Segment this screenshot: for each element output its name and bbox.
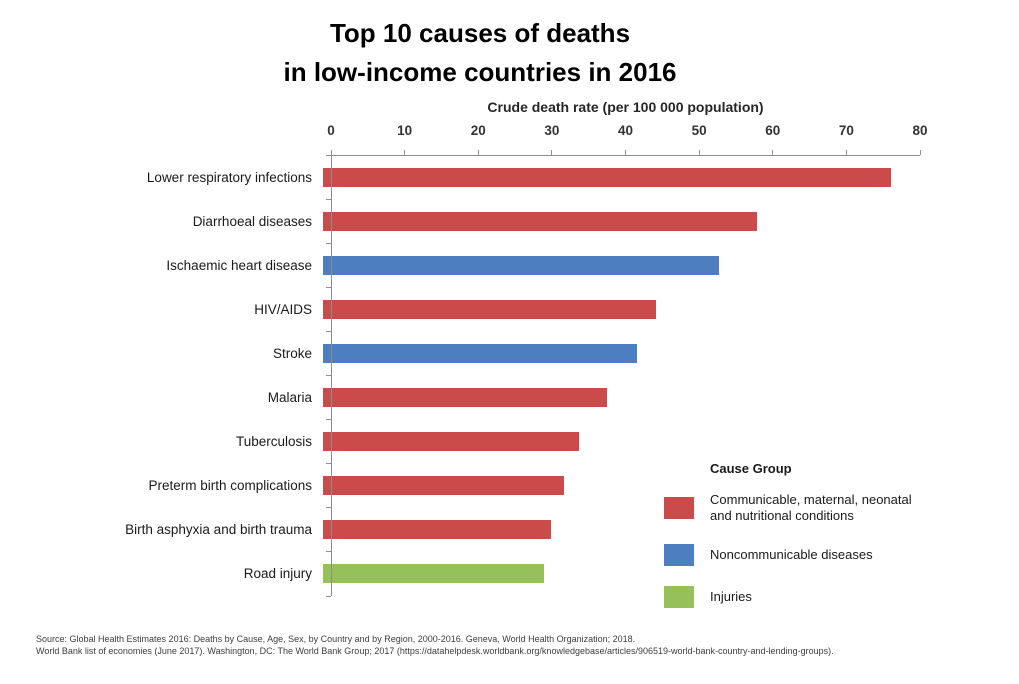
y-tick-mark: [326, 286, 331, 288]
legend-entry-injuries: Injuries: [664, 586, 994, 608]
x-axis-title: Crude death rate (per 100 000 population…: [487, 99, 764, 115]
bar: [323, 388, 608, 408]
category-label: Preterm birth complications: [148, 478, 312, 494]
plot-area: Lower respiratory infections Diarrhoeal d…: [0, 150, 921, 597]
bar-track: [322, 432, 920, 452]
category-label: Diarrhoeal diseases: [192, 213, 312, 229]
bar-row: Tuberculosis: [0, 420, 920, 464]
y-axis-line: [331, 155, 332, 596]
x-tick-mark: [845, 150, 847, 155]
category-label: Road injury: [243, 566, 312, 582]
legend-label-communicable: Communicable, maternal, neonatal and nut…: [710, 492, 912, 524]
y-tick-mark: [326, 154, 331, 156]
y-axis-tick-marks: [326, 154, 331, 597]
category-label: Tuberculosis: [235, 434, 312, 450]
x-tick-label: 0: [327, 123, 335, 138]
bar-row: HIV/AIDS: [0, 287, 920, 331]
bar-track: [322, 255, 920, 275]
bar: [323, 343, 637, 363]
legend-title: Cause Group: [710, 461, 792, 476]
x-axis-tick-marks: [330, 150, 921, 155]
y-tick-mark: [326, 551, 331, 553]
category-label: Malaria: [267, 390, 312, 406]
bar-row: Lower respiratory infections: [0, 155, 920, 199]
x-tick-mark: [551, 150, 553, 155]
chart-title-line-2: in low-income countries in 2016: [283, 57, 677, 87]
legend-entry-noncommunicable: Noncommunicable diseases: [664, 544, 994, 566]
y-tick-mark: [326, 198, 331, 200]
bar: [323, 432, 580, 452]
chart-title: Top 10 causes of deaths in low-income co…: [0, 14, 960, 92]
x-tick-label: 50: [691, 123, 707, 138]
bar-rows: Lower respiratory infections Diarrhoeal d…: [0, 155, 920, 596]
bar-track: [322, 476, 920, 496]
x-tick-mark: [698, 150, 700, 155]
x-tick-label: 70: [838, 123, 854, 138]
x-tick-mark: [477, 150, 479, 155]
x-axis-tick-labels: 0 10 20 30 40 50 60 70 80: [327, 123, 927, 141]
bar: [323, 167, 892, 187]
legend-swatch-communicable: [664, 497, 694, 519]
legend-swatch-noncommunicable: [664, 544, 694, 566]
bar-track: [322, 299, 920, 319]
x-tick-mark: [330, 150, 332, 155]
bar-track: [322, 564, 920, 584]
y-tick-mark: [326, 419, 331, 421]
bar-track: [322, 211, 920, 231]
bar: [323, 255, 720, 275]
x-tick-label: 10: [397, 123, 413, 138]
bar: [323, 520, 551, 540]
legend-swatch-injuries: [664, 586, 694, 608]
category-label: Ischaemic heart disease: [166, 257, 312, 273]
category-label: Birth asphyxia and birth trauma: [125, 522, 312, 538]
x-tick-label: 80: [912, 123, 928, 138]
y-tick-mark: [326, 375, 331, 376]
bar-track: [322, 520, 920, 540]
y-tick-mark: [326, 507, 331, 509]
chart-title-line-1: Top 10 causes of deaths: [329, 18, 631, 48]
legend-label-injuries: Injuries: [710, 589, 752, 604]
bar: [323, 211, 757, 231]
bar-track: [322, 343, 920, 363]
bar: [323, 299, 656, 319]
bar-row: Stroke: [0, 331, 920, 375]
bar-track: [322, 388, 920, 408]
category-label: Lower respiratory infections: [146, 169, 312, 185]
bar: [323, 476, 564, 496]
x-tick-label: 20: [470, 123, 486, 138]
legend-label-line: Communicable, maternal, neonatal: [710, 492, 912, 507]
y-tick-mark: [326, 463, 331, 465]
bar-row: Ischaemic heart disease: [0, 243, 920, 287]
x-tick-label: 30: [544, 123, 560, 138]
x-tick-label: 40: [617, 123, 634, 138]
x-tick-mark: [772, 150, 774, 155]
category-label: Stroke: [272, 345, 312, 361]
bar: [323, 564, 544, 584]
legend-entry-communicable: Communicable, maternal, neonatal and nut…: [664, 492, 994, 524]
legend-label-noncommunicable: Noncommunicable diseases: [710, 547, 873, 562]
source-note: Source: Global Health Estimates 2016: De…: [36, 634, 996, 657]
bar-track: [322, 167, 920, 187]
x-axis-line: [331, 155, 920, 156]
bar-row: Road injury: [0, 552, 920, 596]
legend: Cause Group Communicable, maternal, neon…: [664, 461, 994, 628]
y-tick-mark: [326, 330, 331, 332]
x-tick-label: 60: [765, 123, 781, 138]
source-line-1: Source: Global Health Estimates 2016: De…: [36, 634, 636, 644]
category-label: HIV/AIDS: [254, 301, 312, 317]
y-tick-mark: [326, 595, 331, 597]
y-tick-mark: [326, 242, 331, 244]
bar-row: Malaria: [0, 375, 920, 419]
x-tick-mark: [625, 150, 626, 155]
x-tick-mark: [404, 150, 406, 155]
source-line-2: World Bank list of economies (June 2017)…: [36, 645, 834, 656]
legend-label-line: and nutritional conditions: [710, 508, 854, 523]
bar-row: Birth asphyxia and birth trauma: [0, 508, 920, 552]
bar-row: Diarrhoeal diseases: [0, 199, 920, 243]
bar-row: Preterm birth complications: [0, 464, 920, 508]
x-tick-mark: [919, 150, 921, 155]
